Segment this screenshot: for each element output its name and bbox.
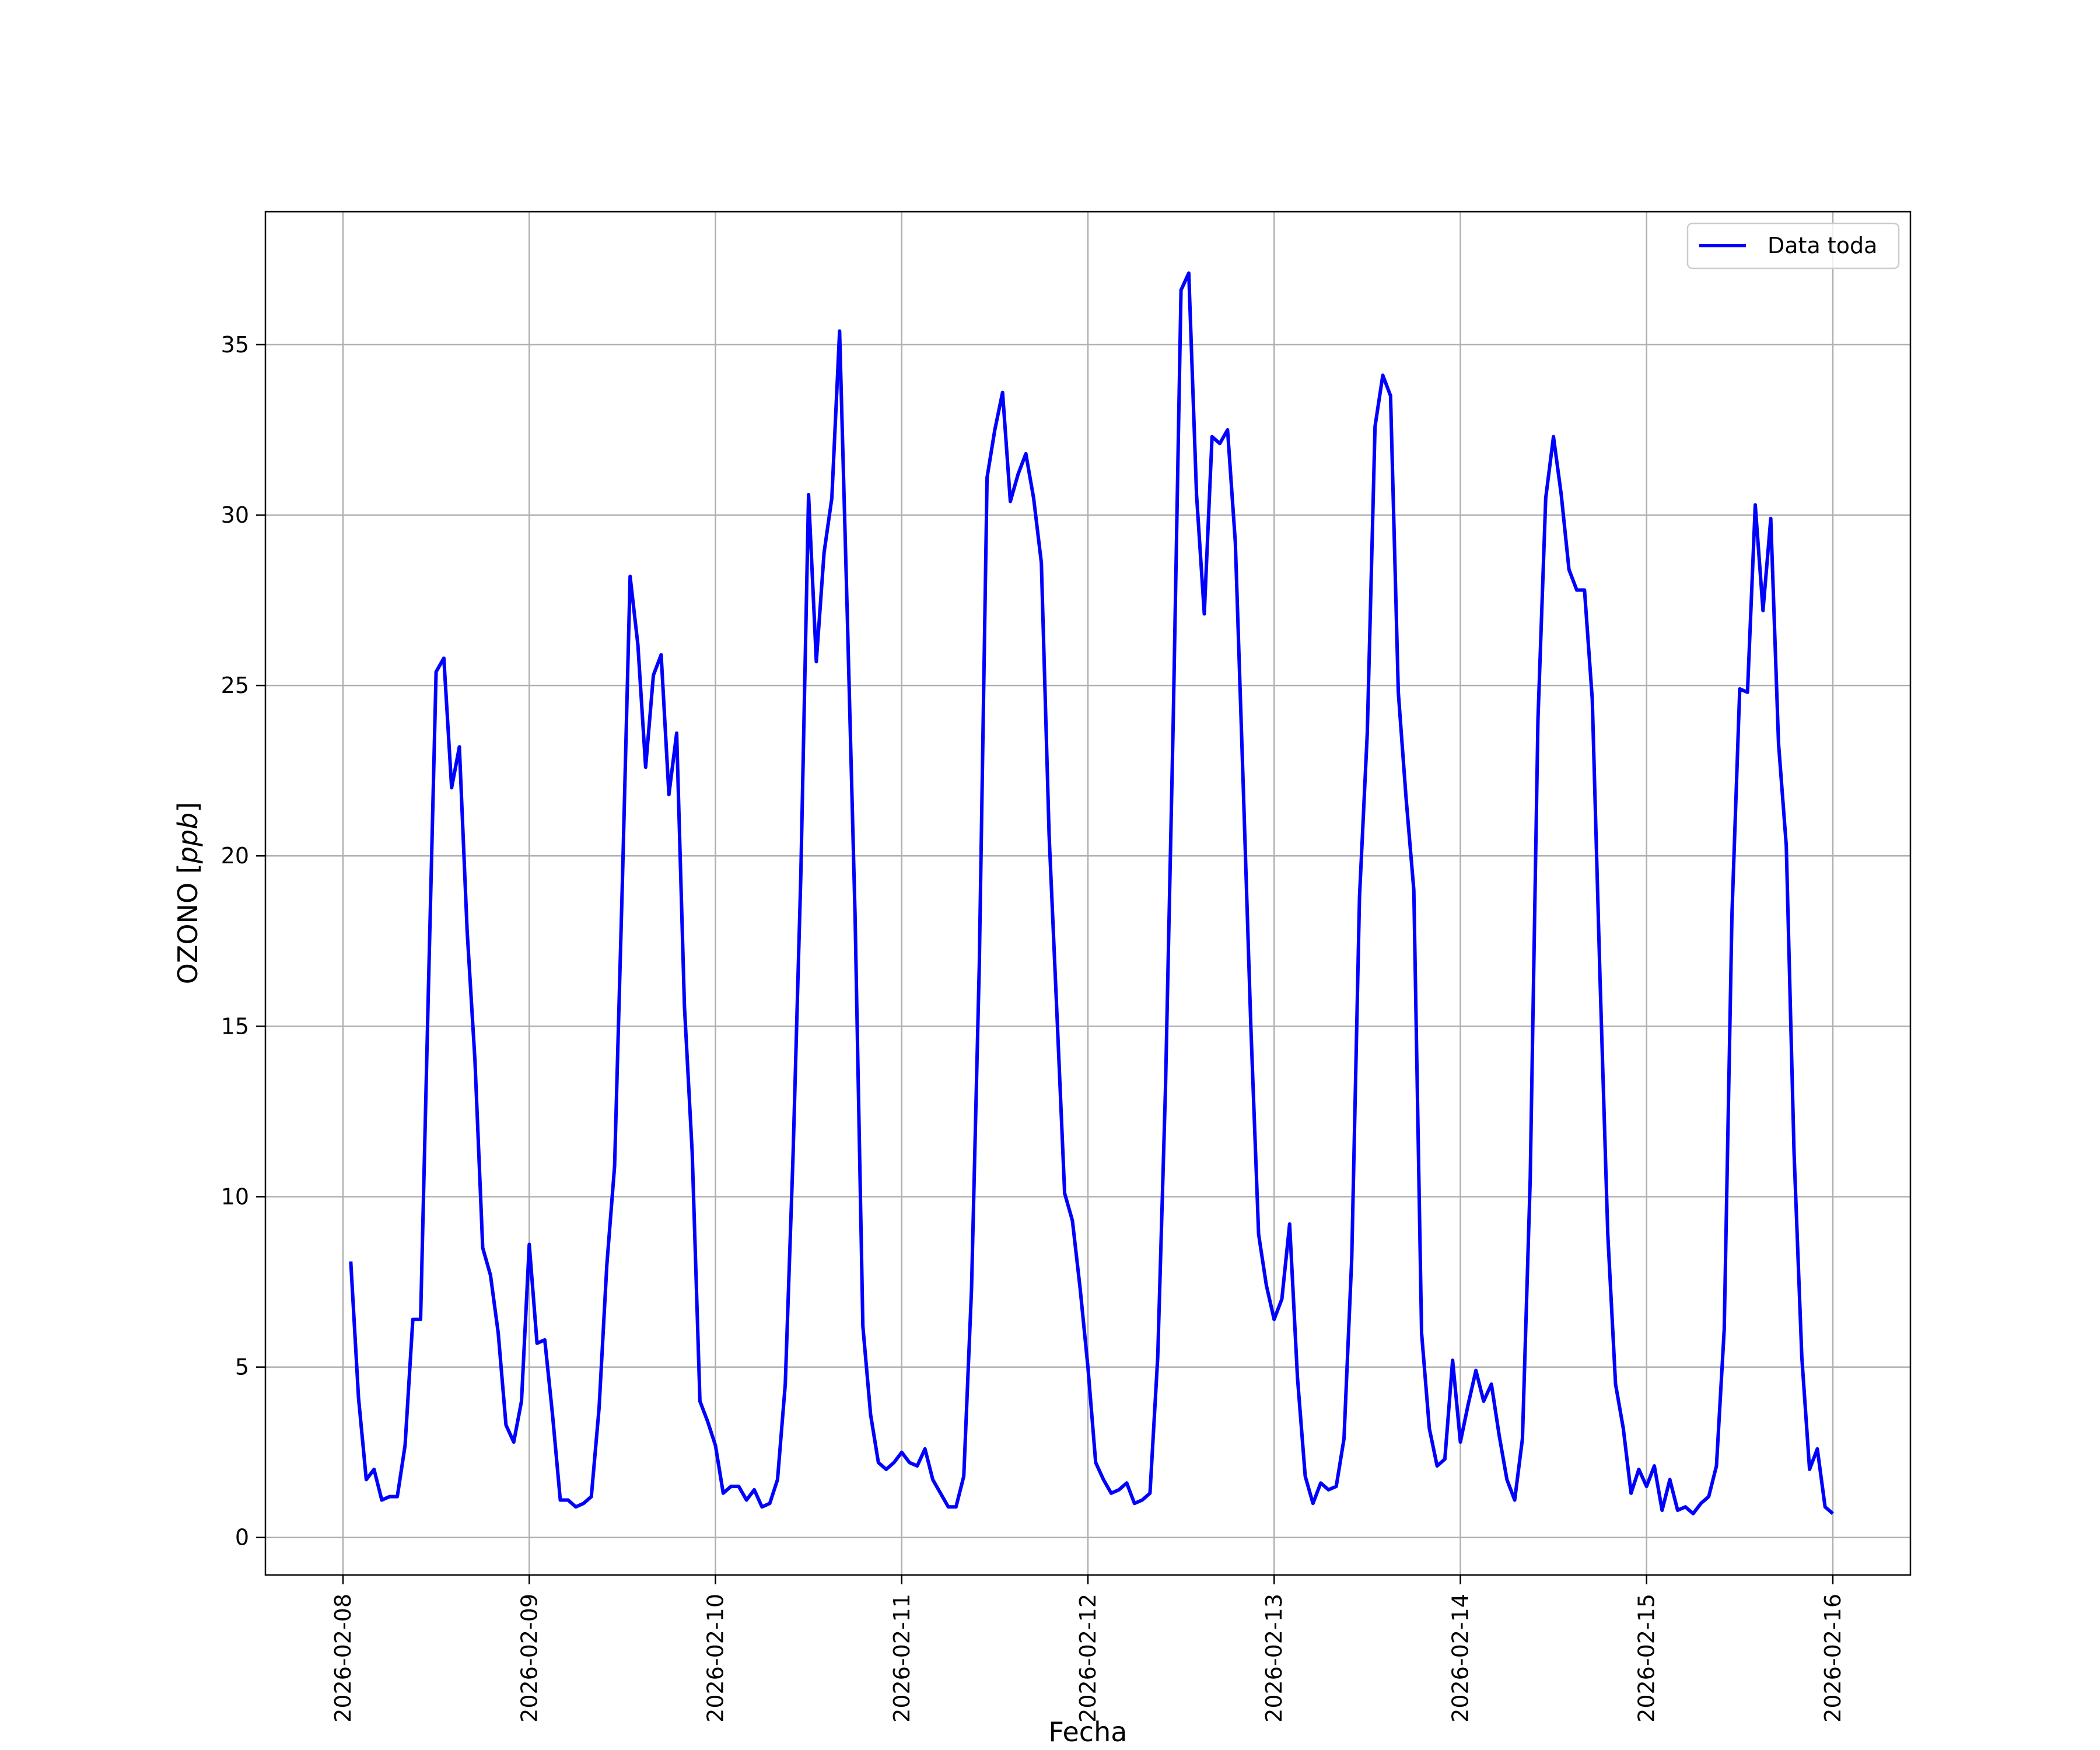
y-axis-title: OZONO [ppb] — [172, 802, 204, 985]
series-line-data-toda — [349, 271, 1834, 1516]
series-layer — [349, 271, 1834, 1516]
y-tick-label: 0 — [235, 1525, 249, 1550]
legend: Data toda — [1686, 222, 1900, 270]
x-tick-label: 2026-02-12 — [1075, 1594, 1101, 1723]
x-tick-label: 2026-02-11 — [889, 1594, 915, 1723]
y-tick-label: 25 — [221, 673, 249, 698]
y-tick-label: 35 — [221, 332, 249, 358]
y-tick-label: 30 — [221, 502, 249, 528]
x-tick-label: 2026-02-14 — [1447, 1594, 1473, 1723]
y-tick-label: 20 — [221, 843, 249, 869]
x-tick-label: 2026-02-10 — [703, 1594, 729, 1723]
grid-lines — [265, 212, 1910, 1575]
x-axis-title: Fecha — [1049, 1716, 1128, 1748]
y-tick-label: 10 — [221, 1184, 249, 1209]
legend-label-data-toda: Data toda — [1768, 233, 1877, 258]
x-tick-label: 2026-02-13 — [1261, 1594, 1287, 1723]
axis-ticks: 2026-02-08 2026-02-09 2026-02-10 2026-02-11… — [221, 332, 1846, 1723]
y-tick-label: 15 — [221, 1013, 249, 1039]
legend-box — [1686, 222, 1900, 270]
x-tick-label: 2026-02-08 — [330, 1594, 356, 1723]
y-tick-label: 5 — [235, 1354, 249, 1380]
x-tick-label: 2026-02-09 — [516, 1594, 542, 1723]
x-tick-label: 2026-02-16 — [1820, 1594, 1846, 1723]
x-tick-label: 2026-02-15 — [1634, 1594, 1660, 1723]
